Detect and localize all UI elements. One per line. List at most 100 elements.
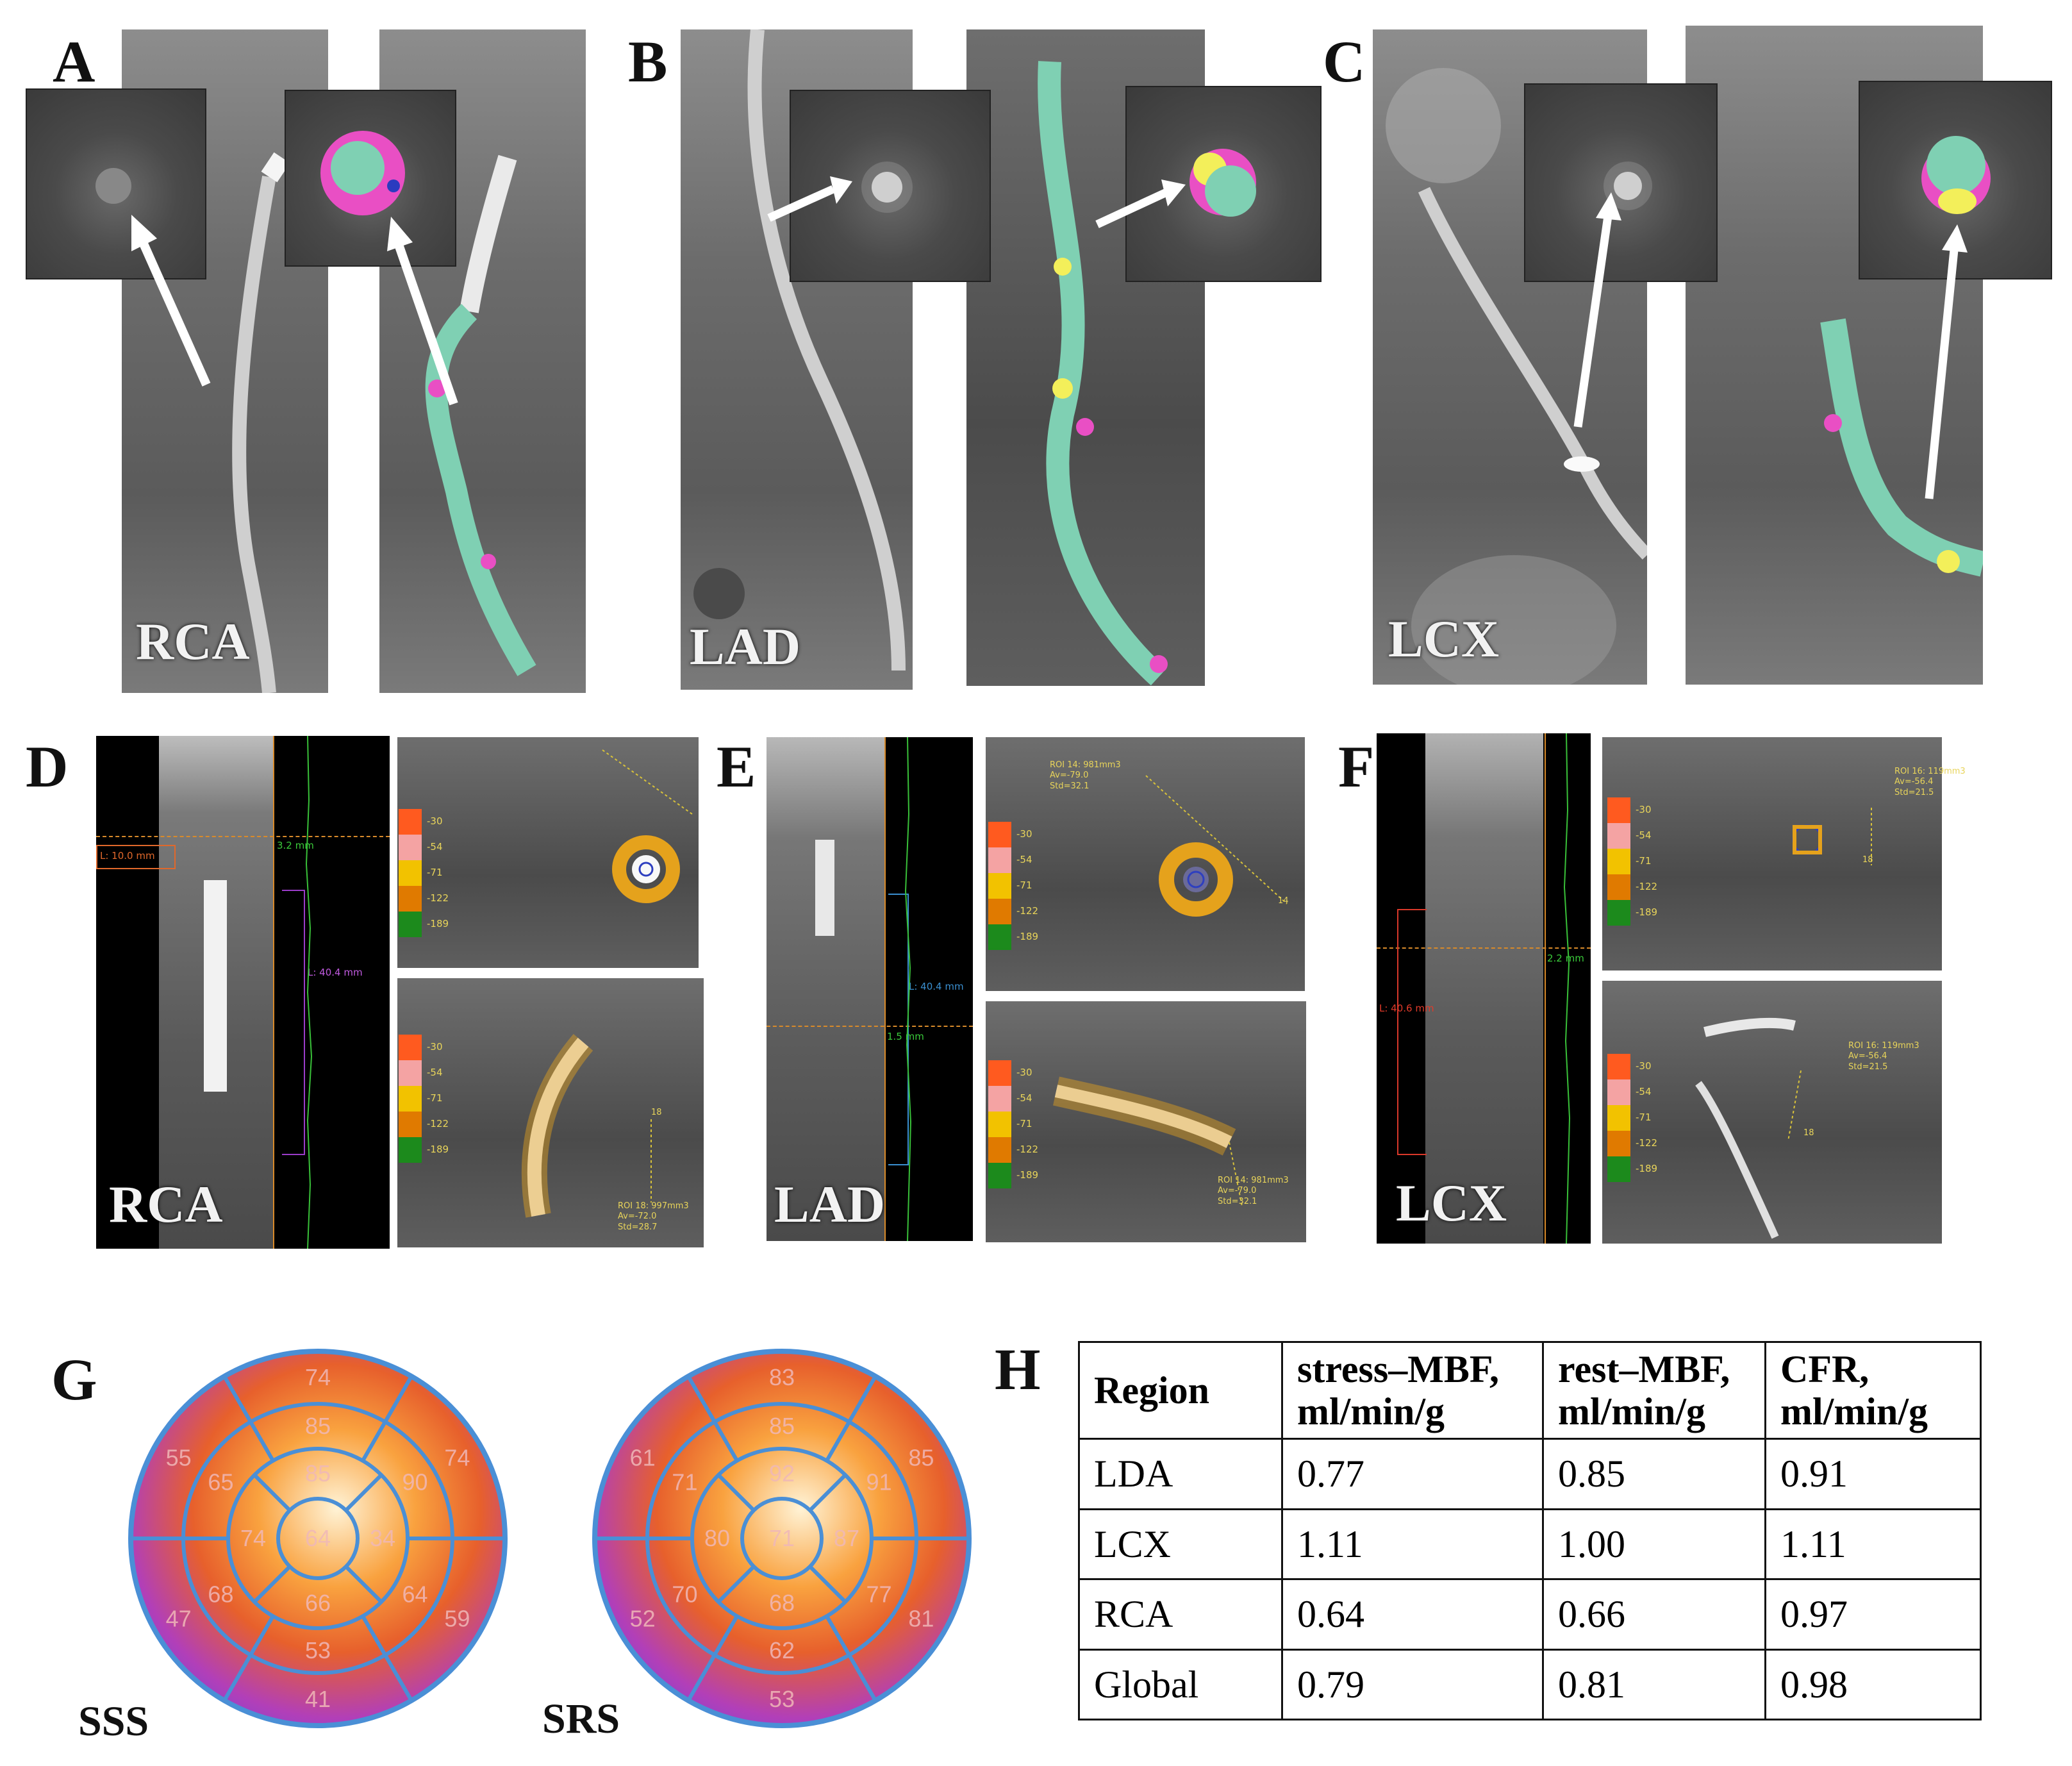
cell-stress: 0.77 [1281, 1438, 1544, 1510]
density-swatch [988, 1112, 1011, 1137]
table-row: LCX 1.11 1.00 1.11 [1078, 1508, 1982, 1580]
vessel-label-lad-b: LAD [690, 617, 801, 676]
bullseye-divider [222, 1654, 253, 1702]
bullseye-divider [344, 1473, 383, 1512]
bullseye-segment-value: 85 [769, 1413, 795, 1439]
density-scale-bar [1607, 797, 1630, 926]
bullseye-divider [361, 1420, 387, 1462]
plaque-cross-section-lad [986, 737, 1305, 991]
reference-line-lad [767, 1026, 973, 1027]
panel-letter-f: F [1338, 734, 1375, 799]
vessel-label-rca-d: RCA [109, 1175, 223, 1233]
density-scale-label: -54 [1636, 829, 1652, 841]
roi-label-lcx-long: ROI 16: 119mm3 Av=-56.4 Std=21.5 [1848, 1041, 1919, 1072]
bullseye-segment-value: 41 [305, 1686, 331, 1712]
bullseye-divider [717, 1473, 756, 1512]
bullseye-segment-value: 92 [769, 1460, 795, 1487]
vessel-label-lad-e: LAD [774, 1175, 886, 1233]
roi-average-lcx-cross: Av=-56.4 [1894, 777, 1934, 787]
density-scale-bar [399, 1035, 422, 1163]
cursor-line-lcx [1545, 733, 1546, 1244]
roi-average-lad-cross: Av=-79.0 [1050, 771, 1089, 781]
density-scale-label: -30 [427, 815, 443, 827]
density-scale-label: -71 [427, 867, 443, 878]
density-scale-label: -71 [1016, 879, 1032, 891]
bullseye-segment-value: 85 [908, 1445, 934, 1471]
roi-label-rca: ROI 18: 997mm3 Av=-72.0 Std=28.7 [618, 1201, 689, 1233]
bullseye-segment-value: 83 [769, 1364, 795, 1390]
bullseye-segment-value: 53 [769, 1686, 795, 1712]
bullseye-segment-value: 66 [305, 1590, 331, 1616]
table-row: LDA 0.77 0.85 0.91 [1078, 1438, 1982, 1510]
density-swatch [1607, 849, 1630, 874]
cell-region: RCA [1078, 1578, 1283, 1651]
density-swatch [1607, 874, 1630, 900]
bullseye-segment-value: 74 [444, 1445, 470, 1471]
segment-length-lad: L: 40.4 mm [909, 981, 964, 992]
density-swatch [399, 886, 422, 912]
density-scale-label: -189 [1016, 1169, 1039, 1181]
bullseye-segment-value: 85 [305, 1413, 331, 1439]
lad-vessel-segmented [1038, 61, 1168, 686]
density-scale-label: -71 [1016, 1118, 1032, 1129]
density-swatch [988, 847, 1011, 873]
vessel-label-lcx-c: LCX [1388, 610, 1500, 668]
roi-std-lad-long: Std=32.1 [1218, 1196, 1257, 1206]
bullseye-divider [847, 1375, 877, 1423]
label-sss: SSS [78, 1698, 149, 1745]
cell-cfr: 0.97 [1764, 1578, 1982, 1651]
density-scale-label: -122 [1016, 1144, 1039, 1155]
vessel-label-rca-a: RCA [136, 612, 250, 671]
bullseye-divider [686, 1654, 717, 1702]
lesion-length-rca: L: 10.0 mm [100, 850, 155, 862]
bullseye-segment-value: 74 [240, 1525, 266, 1551]
bullseye-divider [344, 1565, 383, 1604]
density-swatch [399, 1035, 422, 1060]
density-swatch [1607, 823, 1630, 849]
inset-rca-cross-section [26, 88, 206, 279]
roi-label-lad-cross: ROI 14: 981mm3 Av=-79.0 Std=32.1 [1050, 760, 1121, 792]
inset-lad-cross-section-segmented [1125, 86, 1322, 282]
cell-rest: 1.00 [1542, 1508, 1766, 1580]
bullseye-divider [383, 1654, 413, 1702]
density-scale-label: -71 [1636, 855, 1652, 867]
cursor-line-rca [273, 736, 274, 1249]
bullseye-center-value: 71 [769, 1525, 795, 1551]
bullseye-divider [808, 1565, 847, 1604]
density-scale-label: -122 [1636, 881, 1658, 892]
density-scale-label: -122 [427, 1118, 449, 1129]
density-swatch [399, 1137, 422, 1163]
diameter-rca: 3.2 mm [277, 840, 314, 851]
straightened-view-lcx: L: 40.6 mm 2.2 mm LCX [1377, 733, 1591, 1244]
cell-stress: 1.11 [1281, 1508, 1544, 1580]
cell-region: LDA [1078, 1438, 1283, 1510]
header-region: Region [1078, 1341, 1283, 1440]
roi-tag-rca: 18 [651, 1108, 662, 1117]
panel-letter-a: A [53, 29, 95, 94]
density-swatch [1607, 1105, 1630, 1131]
density-swatch [1607, 797, 1630, 823]
density-swatch [988, 1086, 1011, 1112]
roi-std-lcx-cross: Std=21.5 [1894, 787, 1934, 797]
roi-std-lad-cross: Std=32.1 [1050, 781, 1090, 791]
density-swatch [988, 1060, 1011, 1086]
segment-length-rca: L: 40.4 mm [308, 967, 363, 978]
bullseye-segment-value: 59 [444, 1606, 470, 1632]
cell-rest: 0.66 [1542, 1578, 1766, 1651]
roi-tag-lad-cross: 14 [1278, 896, 1289, 906]
bullseye-segment-value: 65 [208, 1469, 233, 1495]
density-scale-label: -189 [427, 918, 449, 929]
bullseye-divider [383, 1375, 413, 1423]
bullseye-ring [276, 1497, 360, 1580]
density-scale-label: -71 [1636, 1112, 1652, 1123]
ct-image-rca-segmented [379, 29, 586, 693]
arrows-panel-c [1573, 192, 1968, 499]
density-scale-label: -30 [1016, 828, 1032, 840]
bullseye-segment-value: 81 [908, 1606, 934, 1632]
bullseye-segment-value: 55 [166, 1445, 192, 1471]
density-swatch [1607, 1054, 1630, 1079]
density-swatch [1607, 1156, 1630, 1182]
roi-tag-lcx-long: 18 [1803, 1128, 1814, 1138]
ct-image-lcx-segmented [1686, 26, 1983, 685]
density-swatch [1607, 900, 1630, 926]
